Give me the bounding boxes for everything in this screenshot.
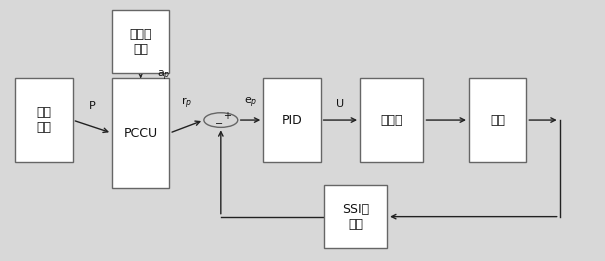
Text: e$_p$: e$_p$ bbox=[244, 96, 257, 110]
Bar bbox=[112, 78, 169, 188]
Text: SSI编
码器: SSI编 码器 bbox=[342, 203, 369, 231]
Bar bbox=[324, 185, 387, 248]
Text: a$_p$: a$_p$ bbox=[157, 68, 171, 83]
Bar bbox=[469, 78, 526, 162]
Text: +: + bbox=[223, 111, 231, 121]
Bar bbox=[112, 10, 169, 73]
Text: PID: PID bbox=[281, 114, 302, 127]
Text: 电机: 电机 bbox=[490, 114, 505, 127]
Bar bbox=[15, 78, 73, 162]
Text: 驱动器: 驱动器 bbox=[381, 114, 403, 127]
Text: 设定
角度: 设定 角度 bbox=[36, 106, 51, 134]
Text: −: − bbox=[215, 120, 223, 129]
Text: r$_p$: r$_p$ bbox=[181, 95, 192, 111]
Text: U: U bbox=[336, 99, 344, 109]
Bar bbox=[360, 78, 423, 162]
Text: 加速度
控制: 加速度 控制 bbox=[129, 28, 152, 56]
Text: PCCU: PCCU bbox=[123, 127, 158, 140]
Text: P: P bbox=[89, 101, 96, 111]
Bar bbox=[263, 78, 321, 162]
